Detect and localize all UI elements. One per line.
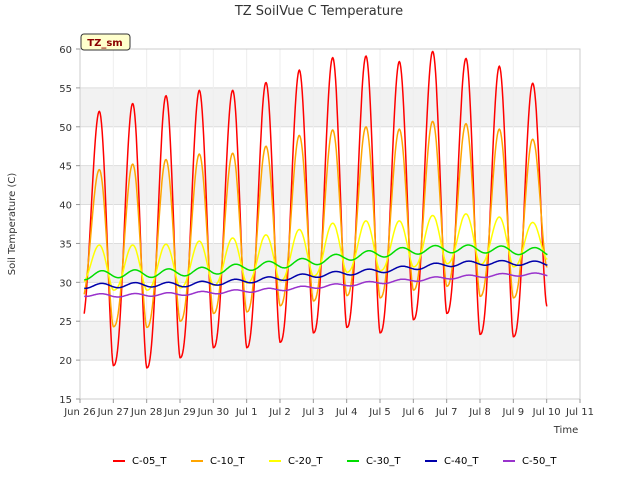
x-tick-label: Jun 26 bbox=[63, 407, 96, 418]
x-tick-label: Jul 1 bbox=[235, 407, 258, 418]
y-tick-label: 55 bbox=[59, 84, 72, 95]
y-tick-label: 60 bbox=[59, 45, 72, 56]
y-tick-label: 40 bbox=[59, 201, 72, 212]
y-tick-label: 35 bbox=[59, 239, 72, 250]
x-tick-label: Jun 28 bbox=[130, 407, 163, 418]
legend-label: C-50_T bbox=[522, 456, 557, 467]
x-tick-label: Jul 10 bbox=[532, 407, 561, 418]
y-tick-label: 25 bbox=[59, 317, 72, 328]
legend: C-05_T C-10_T C-20_T C-30_T C-40_T C-50_T bbox=[113, 456, 557, 467]
tag-label: TZ_sm bbox=[87, 38, 122, 49]
series-line-c-10_t bbox=[83, 120, 548, 329]
legend-item: C-20_T bbox=[269, 456, 323, 467]
legend-label: C-30_T bbox=[366, 456, 401, 467]
chart-title: TZ SoilVue C Temperature bbox=[234, 4, 403, 19]
x-tick-label: Jul 11 bbox=[565, 407, 594, 418]
plot-band bbox=[80, 87, 580, 127]
x-tick-label: Jul 8 bbox=[468, 407, 491, 418]
x-axis: Jun 26 Jun 27 Jun 28 Jun 29 Jun 30 Jul 1 Jul 2… bbox=[63, 399, 594, 418]
legend-item: C-05_T bbox=[113, 456, 167, 467]
tag-box bbox=[80, 33, 131, 51]
x-tick-label: Jul 5 bbox=[368, 407, 391, 418]
x-tick-label: Jun 27 bbox=[97, 407, 130, 418]
series-line-c-05_t bbox=[83, 50, 548, 369]
legend-label: C-05_T bbox=[132, 456, 167, 467]
legend-label: C-10_T bbox=[210, 456, 245, 467]
series-lines bbox=[83, 50, 548, 369]
legend-item: C-30_T bbox=[347, 456, 401, 467]
x-tick-label: Jul 6 bbox=[402, 407, 425, 418]
y-tick-label: 45 bbox=[59, 162, 72, 173]
legend-item: C-50_T bbox=[503, 456, 557, 467]
series-line-c-50_t bbox=[84, 272, 548, 298]
x-tick-label: Jul 4 bbox=[335, 407, 358, 418]
y-tick-label: 50 bbox=[59, 123, 72, 134]
x-tick-label: Jul 3 bbox=[302, 407, 325, 418]
plot-frame bbox=[79, 48, 581, 400]
series-line-c-20_t bbox=[83, 213, 548, 291]
y-axis-label: Soil Temperature (C) bbox=[7, 173, 18, 276]
y-tick-label: 30 bbox=[59, 278, 72, 289]
tz-tag: TZ_sm bbox=[80, 33, 131, 51]
plot-band bbox=[80, 321, 580, 361]
legend-label: C-40_T bbox=[444, 456, 479, 467]
x-tick-label: Jun 30 bbox=[197, 407, 230, 418]
plot-band bbox=[80, 243, 580, 283]
x-tick-label: Jul 7 bbox=[435, 407, 458, 418]
y-tick-label: 15 bbox=[59, 395, 72, 406]
legend-label: C-20_T bbox=[288, 456, 323, 467]
legend-item: C-10_T bbox=[191, 456, 245, 467]
x-tick-label: Jul 2 bbox=[268, 407, 291, 418]
y-tick-label: 20 bbox=[59, 356, 72, 367]
x-axis-label: Time bbox=[553, 425, 578, 436]
y-axis: 15 20 25 30 35 40 45 50 55 60 bbox=[59, 45, 80, 406]
legend-item: C-40_T bbox=[425, 456, 479, 467]
x-tick-label: Jun 29 bbox=[163, 407, 196, 418]
series-line-c-30_t bbox=[84, 244, 548, 281]
x-tick-label: Jul 9 bbox=[502, 407, 525, 418]
series-line-c-40_t bbox=[84, 259, 548, 290]
